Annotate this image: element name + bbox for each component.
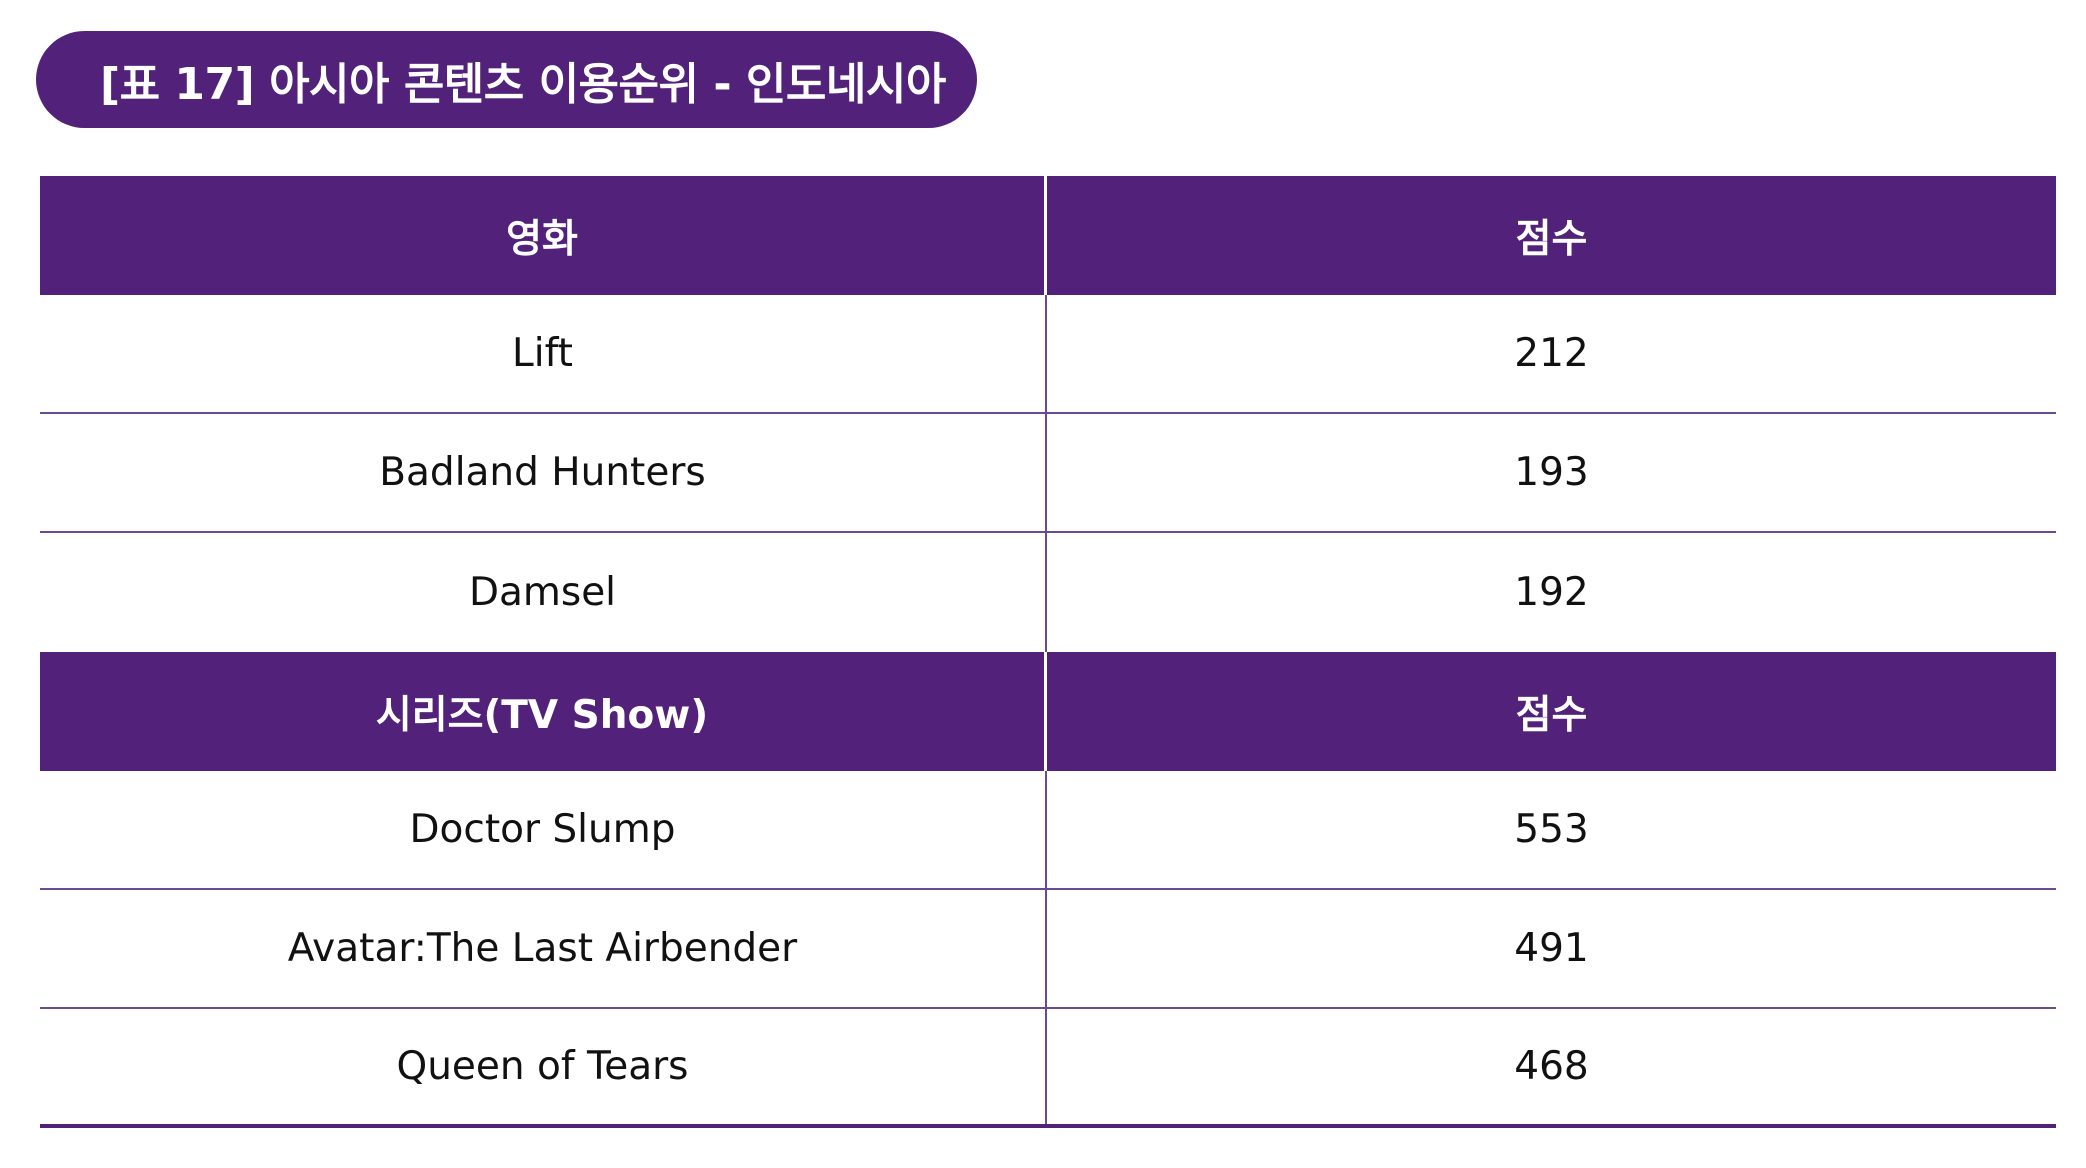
section-header-series: 시리즈(TV Show) 점수 bbox=[40, 652, 2056, 771]
table-row: Avatar:The Last Airbender 491 bbox=[40, 890, 2056, 1009]
column-header-score: 점수 bbox=[1515, 692, 1588, 738]
table-title: [표 17] 아시아 콘텐츠 이용순위 - 인도네시아 bbox=[36, 31, 977, 128]
score-cell: 193 bbox=[1514, 450, 1589, 495]
ranking-table: 영화 점수 Lift 212 Badland Hunters 193 Damse… bbox=[40, 176, 2056, 1128]
table-row: Doctor Slump 553 bbox=[40, 771, 2056, 890]
table-row: Queen of Tears 468 bbox=[40, 1009, 2056, 1128]
section-header-movies: 영화 점수 bbox=[40, 176, 2056, 295]
title-cell: Queen of Tears bbox=[40, 1009, 1047, 1124]
table-row: Damsel 192 bbox=[40, 533, 2056, 652]
title-cell: Badland Hunters bbox=[40, 414, 1047, 531]
score-cell: 553 bbox=[1514, 807, 1589, 852]
column-header-series: 시리즈(TV Show) bbox=[40, 652, 1047, 771]
score-cell: 212 bbox=[1514, 331, 1589, 376]
column-header-movie: 영화 bbox=[40, 176, 1047, 295]
table-row: Lift 212 bbox=[40, 295, 2056, 414]
column-header-score: 점수 bbox=[1515, 216, 1588, 262]
title-cell: Doctor Slump bbox=[40, 771, 1047, 888]
score-cell: 192 bbox=[1514, 570, 1589, 615]
title-cell: Avatar:The Last Airbender bbox=[40, 890, 1047, 1007]
score-cell: 491 bbox=[1514, 926, 1589, 971]
score-cell: 468 bbox=[1514, 1044, 1589, 1089]
title-cell: Lift bbox=[40, 295, 1047, 412]
table-row: Badland Hunters 193 bbox=[40, 414, 2056, 533]
title-cell: Damsel bbox=[40, 533, 1047, 652]
